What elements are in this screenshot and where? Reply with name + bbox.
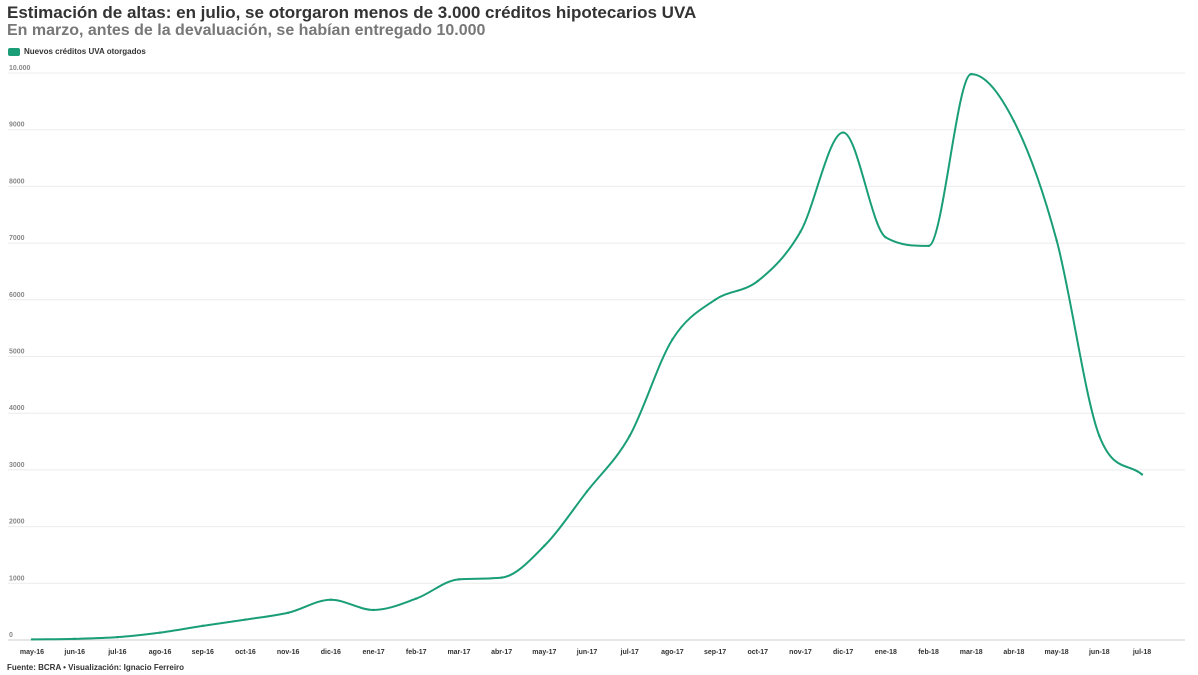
- y-tick-label: 2000: [9, 519, 25, 526]
- x-tick-label: nov-17: [789, 649, 812, 656]
- x-tick-label: jul-18: [1132, 649, 1151, 656]
- data-point: [671, 338, 674, 341]
- data-point: [756, 279, 759, 283]
- grid-lines: [8, 72, 1185, 641]
- x-tick-label: may-16: [20, 649, 44, 656]
- data-point: [970, 72, 973, 76]
- x-tick-label: oct-17: [747, 649, 768, 656]
- y-tick-label: 9000: [9, 122, 25, 129]
- y-tick-label: 4000: [9, 405, 25, 412]
- data-point: [841, 131, 845, 134]
- data-point: [884, 236, 888, 239]
- data-point: [628, 434, 631, 438]
- data-point: [543, 544, 546, 548]
- data-point: [585, 490, 589, 493]
- data-point: [713, 298, 717, 301]
- data-point: [799, 230, 802, 233]
- data-point: [415, 597, 418, 600]
- data-point: [1012, 119, 1016, 123]
- x-tick-label: nov-16: [277, 649, 300, 656]
- source-note: Fuente: BCRA • Visualización: Ignacio Fe…: [7, 663, 185, 672]
- x-tick-label: dic-17: [833, 649, 853, 656]
- x-tick-label: jul-16: [107, 649, 126, 656]
- data-point: [329, 598, 333, 601]
- x-tick-label: mar-18: [960, 649, 983, 656]
- x-tick-label: mar-17: [447, 649, 470, 656]
- x-tick-label: jun-16: [63, 649, 85, 656]
- y-tick-label: 6000: [9, 292, 25, 299]
- chart-title: Estimación de altas: en julio, se otorga…: [7, 3, 697, 22]
- data-point: [201, 624, 204, 628]
- y-tick-label: 0: [9, 632, 13, 639]
- y-tick-label: 8000: [9, 178, 25, 185]
- x-tick-label: feb-18: [918, 649, 939, 656]
- data-point: [927, 244, 930, 248]
- data-point: [30, 638, 34, 641]
- x-tick-label: sep-17: [704, 649, 726, 656]
- data-point: [286, 611, 290, 614]
- x-tick-label: ene-17: [362, 649, 384, 656]
- x-axis-ticks: may-16 jun-16 jul-16 ago-16 sep-16 oct-16 nov-…: [20, 649, 1151, 656]
- x-tick-label: sep-16: [192, 649, 214, 656]
- data-point: [1098, 434, 1101, 438]
- x-tick-label: ago-16: [149, 649, 172, 656]
- legend: Nuevos créditos UVA otorgados: [8, 47, 146, 56]
- x-tick-label: abr-17: [491, 649, 512, 656]
- x-tick-label: ene-18: [875, 649, 897, 656]
- x-tick-label: ago-17: [661, 649, 684, 656]
- chart-subtitle: En marzo, antes de la devaluación, se ha…: [7, 22, 486, 39]
- data-point: [158, 631, 162, 634]
- data-point: [457, 578, 461, 581]
- data-point: [73, 637, 76, 641]
- x-tick-label: jun-17: [576, 649, 598, 656]
- data-point: [1055, 239, 1058, 242]
- x-tick-label: may-18: [1045, 649, 1069, 656]
- x-tick-label: jul-17: [620, 649, 639, 656]
- data-point: [500, 576, 503, 579]
- x-tick-label: feb-17: [406, 649, 427, 656]
- x-tick-label: jun-18: [1088, 649, 1110, 656]
- x-tick-label: dic-16: [321, 649, 341, 656]
- y-tick-label: 5000: [9, 349, 25, 356]
- y-tick-label: 1000: [9, 575, 25, 582]
- data-point: [372, 608, 375, 612]
- y-axis-ticks: 0 1000 2000 3000 4000 5000 6000 7000 8000 9000 10.…: [9, 65, 31, 639]
- data-point: [1140, 473, 1144, 476]
- legend-swatch: [8, 47, 20, 56]
- x-tick-label: oct-16: [235, 649, 256, 656]
- x-tick-label: may-17: [532, 649, 556, 656]
- x-tick-label: abr-18: [1003, 649, 1024, 656]
- y-tick-label: 7000: [9, 235, 25, 242]
- y-tick-label: 10.000: [9, 65, 31, 72]
- legend-label: Nuevos créditos UVA otorgados: [24, 47, 146, 56]
- y-tick-label: 3000: [9, 462, 25, 469]
- data-point: [244, 618, 247, 621]
- data-point: [116, 635, 119, 639]
- series-layer: [30, 72, 1144, 641]
